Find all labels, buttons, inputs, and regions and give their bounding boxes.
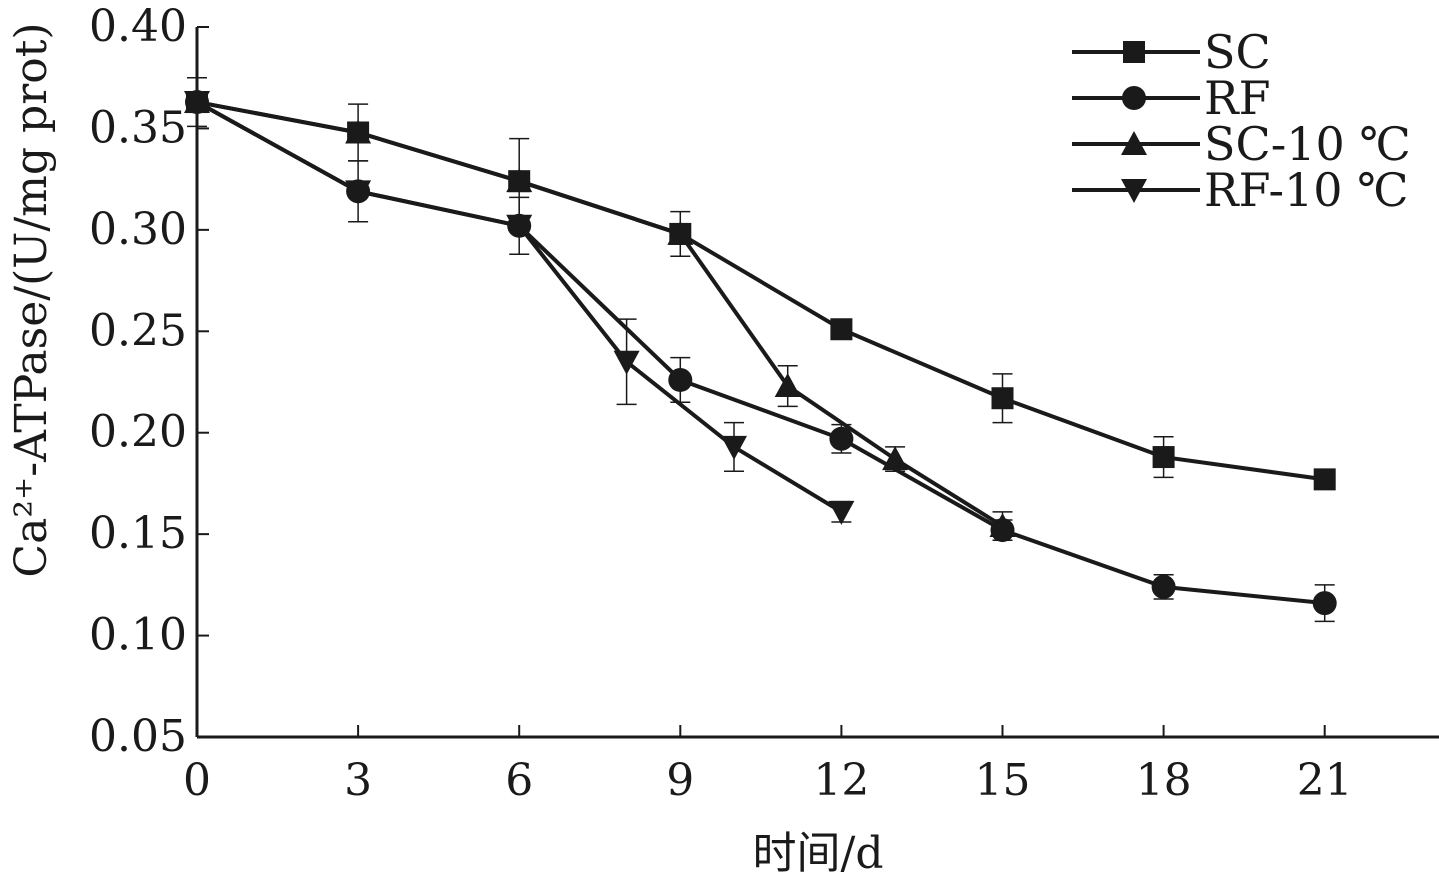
legend-label: RF-10 ℃ <box>1204 163 1409 217</box>
data-point <box>613 350 640 375</box>
legend-marker <box>1122 86 1146 110</box>
data-point <box>990 518 1015 543</box>
legend-entry: SC-10 ℃ <box>1072 117 1411 171</box>
data-point <box>829 426 854 451</box>
data-point <box>721 435 747 460</box>
y-tick-label: 0.05 <box>89 711 187 762</box>
data-point <box>669 222 692 245</box>
legend-entry: SC <box>1072 25 1271 79</box>
data-point <box>507 213 532 238</box>
plot-frame <box>195 27 1439 739</box>
x-tick-label: 15 <box>975 755 1031 806</box>
legend-label: SC <box>1204 25 1271 79</box>
legend-marker <box>1121 131 1147 155</box>
y-tick-label: 0.40 <box>89 1 187 52</box>
data-point <box>508 170 531 193</box>
data-point <box>186 91 208 114</box>
series-line <box>196 100 1325 482</box>
legend-entry: RF-10 ℃ <box>1072 163 1409 217</box>
data-point <box>1152 446 1175 469</box>
data-point <box>830 318 853 341</box>
x-tick-label: 6 <box>505 755 533 806</box>
x-tick-label: 18 <box>1136 755 1192 806</box>
series-sc-10- <box>184 89 1016 541</box>
x-tick-label: 21 <box>1297 755 1353 806</box>
series-line <box>196 100 1325 606</box>
data-point <box>668 367 693 392</box>
x-tick-label: 12 <box>813 755 869 806</box>
legend-marker <box>1123 41 1145 63</box>
y-tick-label: 0.20 <box>89 407 187 458</box>
series-layer <box>184 76 1337 623</box>
data-point <box>1313 468 1336 491</box>
y-tick-label: 0.35 <box>89 102 187 153</box>
legend-label: RF <box>1204 71 1271 125</box>
x-tick-label: 9 <box>666 755 694 806</box>
y-tick-label: 0.25 <box>89 305 187 356</box>
x-axis-ticks: 0 3 6 9 12 15 18 21 <box>183 725 1353 806</box>
y-tick-label: 0.15 <box>89 508 187 559</box>
legend-label: SC-10 ℃ <box>1204 117 1411 171</box>
x-tick-label: 0 <box>183 755 211 806</box>
data-point <box>1312 591 1337 616</box>
data-point <box>828 500 855 525</box>
data-point <box>346 179 371 204</box>
legend-entry: RF <box>1072 71 1271 125</box>
y-tick-label: 0.10 <box>89 610 187 661</box>
x-tick-label: 3 <box>344 755 372 806</box>
series-rf <box>185 90 1337 623</box>
x-axis-title: 时间/d <box>753 828 884 879</box>
data-point <box>347 121 370 144</box>
series-sc <box>186 76 1336 491</box>
data-point <box>991 387 1014 410</box>
y-tick-label: 0.30 <box>89 204 187 255</box>
y-axis-ticks: 0.40 0.35 0.30 0.25 0.20 0.15 0.10 0.05 <box>89 1 209 762</box>
data-point <box>774 373 801 398</box>
data-point <box>882 446 909 471</box>
legend-marker <box>1121 179 1147 203</box>
data-point <box>1151 574 1176 599</box>
y-axis-title: Ca²⁺-ATPase/(U/mg prot) <box>6 22 57 577</box>
